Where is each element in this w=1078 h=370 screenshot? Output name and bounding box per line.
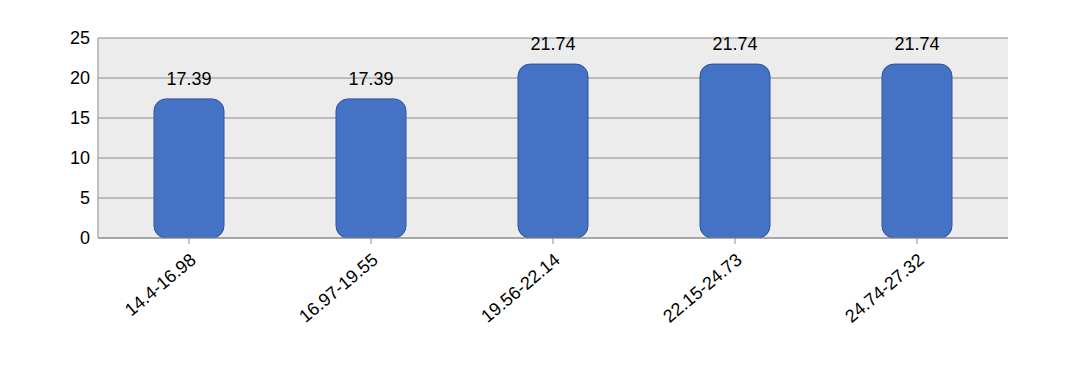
svg-text:25: 25 xyxy=(70,28,90,48)
svg-text:17.39: 17.39 xyxy=(166,69,211,89)
svg-text:5: 5 xyxy=(80,188,90,208)
svg-text:17.39: 17.39 xyxy=(348,69,393,89)
svg-text:24.74-27.32: 24.74-27.32 xyxy=(841,250,927,327)
svg-text:21.74: 21.74 xyxy=(530,34,575,54)
svg-text:15: 15 xyxy=(70,108,90,128)
svg-text:16.97-19.55: 16.97-19.55 xyxy=(295,250,381,327)
svg-text:10: 10 xyxy=(70,148,90,168)
svg-text:20: 20 xyxy=(70,68,90,88)
svg-text:21.74: 21.74 xyxy=(712,34,757,54)
svg-text:19.56-22.14: 19.56-22.14 xyxy=(477,250,563,327)
svg-text:21.74: 21.74 xyxy=(894,34,939,54)
svg-text:0: 0 xyxy=(80,228,90,248)
svg-text:22.15-24.73: 22.15-24.73 xyxy=(659,250,745,327)
svg-text:14.4-16.98: 14.4-16.98 xyxy=(121,250,200,321)
